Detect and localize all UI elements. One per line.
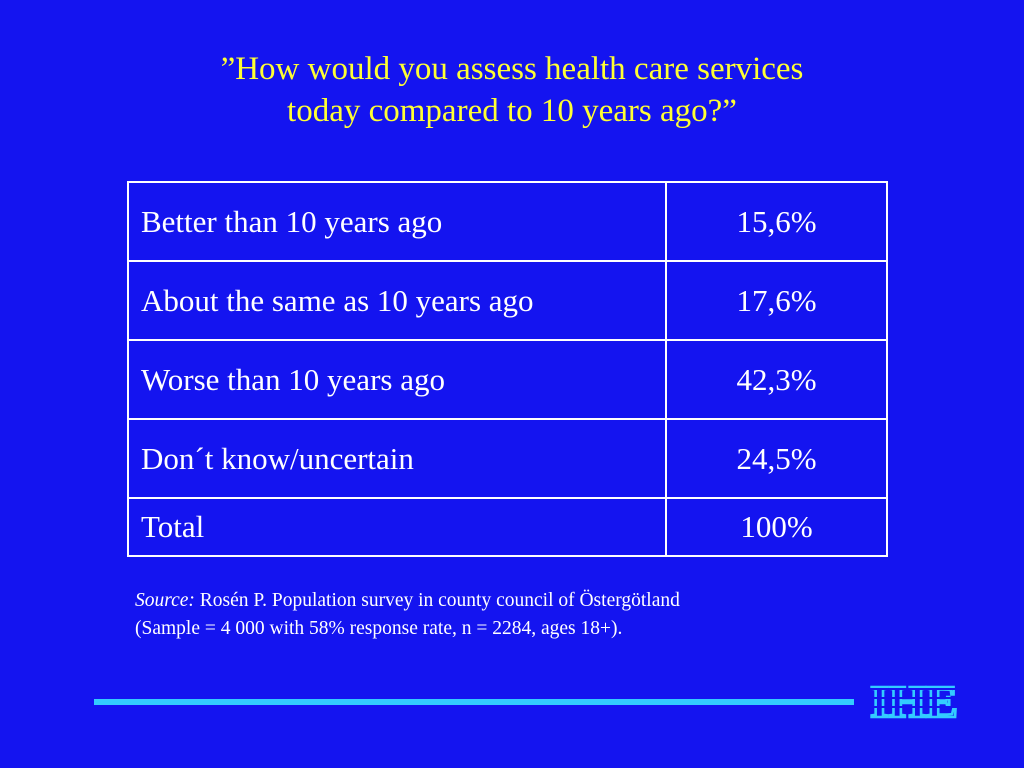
- table-row: Better than 10 years ago 15,6%: [127, 181, 888, 262]
- row-value: 15,6%: [665, 181, 888, 262]
- row-value: 24,5%: [665, 418, 888, 499]
- slide-title-line-2: today compared to 10 years ago?”: [287, 93, 737, 129]
- source-label: Source:: [135, 590, 195, 611]
- row-label: About the same as 10 years ago: [127, 260, 667, 341]
- source-line-1: Source: Rosén P. Population survey in co…: [135, 587, 895, 615]
- table-row: Don´t know/uncertain 24,5%: [127, 418, 888, 499]
- results-table: Better than 10 years ago 15,6% About the…: [127, 181, 888, 557]
- ihe-logo-text: IHE: [870, 676, 958, 724]
- source-citation: Rosén P. Population survey in county cou…: [194, 590, 680, 611]
- ihe-logo: IHE: [869, 676, 960, 724]
- accent-divider: [94, 699, 854, 705]
- source-note: Source: Rosén P. Population survey in co…: [135, 587, 895, 643]
- table-row: About the same as 10 years ago 17,6%: [127, 260, 888, 341]
- row-label: Total: [127, 497, 667, 557]
- slide-title-line-1: ”How would you assess health care servic…: [220, 51, 804, 87]
- row-label: Better than 10 years ago: [127, 181, 667, 262]
- row-value: 17,6%: [665, 260, 888, 341]
- table-row: Worse than 10 years ago 42,3%: [127, 339, 888, 420]
- slide-title: ”How would you assess health care servic…: [0, 48, 1024, 132]
- row-value: 100%: [665, 497, 888, 557]
- table-row-total: Total 100%: [127, 497, 888, 557]
- row-value: 42,3%: [665, 339, 888, 420]
- row-label: Worse than 10 years ago: [127, 339, 667, 420]
- row-label: Don´t know/uncertain: [127, 418, 667, 499]
- source-line-2: (Sample = 4 000 with 58% response rate, …: [135, 618, 623, 639]
